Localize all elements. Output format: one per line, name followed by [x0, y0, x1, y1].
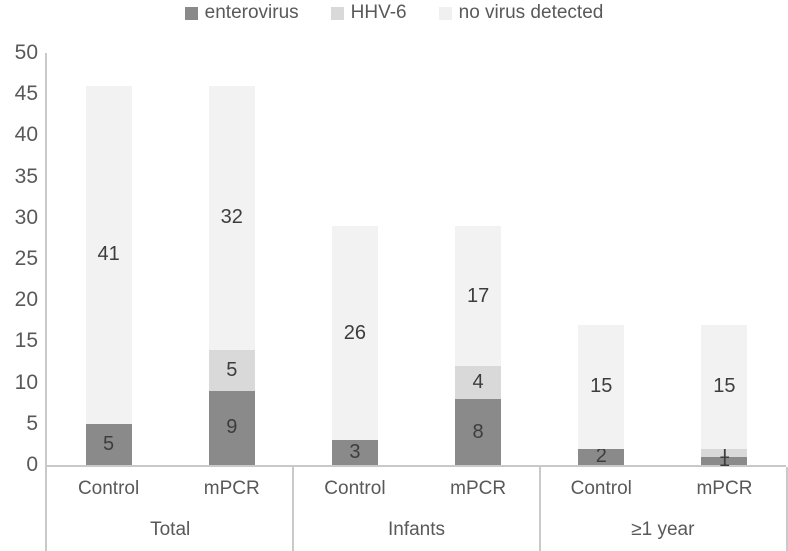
- y-tick-label: 0: [26, 453, 38, 476]
- y-tick-label: 40: [14, 123, 38, 147]
- category-label-total-mpcr: mPCR: [203, 478, 260, 499]
- y-tick-label: 15: [14, 329, 38, 353]
- segment-no-virus-detected: 15: [701, 324, 748, 449]
- category-label-infants-control: Control: [324, 478, 386, 499]
- legend-label-no-virus: no virus detected: [458, 2, 604, 23]
- bar-total-mpcr: 9 5 32: [208, 53, 255, 465]
- segment-enterovirus: 8: [455, 399, 502, 465]
- y-tick-label: 45: [14, 82, 38, 106]
- group-label-total: Total: [150, 519, 191, 540]
- y-tick-label: 10: [14, 370, 38, 394]
- category-axis: Control mPCR Control mPCR Control mPCR T…: [45, 467, 788, 551]
- y-tick-label: 35: [14, 164, 38, 188]
- group-divider: [292, 467, 294, 551]
- segment-hhv-6: 4: [455, 366, 502, 400]
- y-tick-label: 20: [14, 288, 38, 312]
- group-label-year1: ≥1 year: [631, 519, 695, 540]
- category-label-year1-control: Control: [570, 478, 632, 499]
- category-label-infants-mpcr: mPCR: [450, 478, 507, 499]
- y-tick-label: 50: [14, 41, 38, 64]
- y-tick-label: 30: [14, 205, 38, 229]
- segment-no-virus-detected: 26: [331, 226, 378, 441]
- segment-no-virus-detected: 32: [208, 85, 255, 350]
- bar-1-year-mpcr: 1 1 15: [701, 53, 748, 471]
- segment-hhv-6: 1: [701, 441, 748, 463]
- segment-no-virus-detected: 15: [578, 324, 625, 449]
- plot-area: 5 41 9 5 32 3 26 8 4 17 2 15 1 1 15: [45, 53, 786, 471]
- bar-infants-mpcr: 8 4 17: [455, 53, 502, 465]
- legend-item-enterovirus: enterovirus: [184, 2, 299, 24]
- bar-infants-control: 3 26: [331, 53, 378, 465]
- segment-enterovirus: 2: [578, 445, 625, 467]
- group-label-infants: Infants: [387, 519, 446, 540]
- segment-enterovirus: 3: [331, 440, 378, 465]
- legend-label-enterovirus: enterovirus: [204, 2, 299, 23]
- no-virus-swatch-icon: [438, 6, 452, 20]
- segment-no-virus-detected: 41: [85, 85, 132, 424]
- category-label-year1-mpcr: mPCR: [696, 478, 753, 499]
- y-tick-label: 25: [14, 247, 38, 270]
- segment-enterovirus: 9: [208, 390, 255, 465]
- group-label-row: Total Infants ≥1 year: [47, 511, 786, 549]
- enterovirus-swatch-icon: [184, 6, 198, 20]
- y-tick-label: 5: [26, 411, 38, 435]
- bar-1-year-control: 2 15: [578, 53, 625, 467]
- legend-label-hhv6: HHV-6: [350, 2, 407, 23]
- segment-no-virus-detected: 17: [455, 226, 502, 367]
- bar-total-control: 5 41: [85, 53, 132, 465]
- hhv6-swatch-icon: [330, 6, 344, 20]
- category-label-total-control: Control: [77, 478, 140, 499]
- legend-item-hhv6: HHV-6: [330, 2, 407, 24]
- category-label-row: Control mPCR Control mPCR Control mPCR: [47, 467, 786, 511]
- segment-enterovirus: 5: [85, 423, 132, 465]
- chart-legend: enterovirus HHV-6 no virus detected: [0, 2, 788, 24]
- segment-enterovirus: 1: [701, 449, 748, 471]
- group-divider: [539, 467, 541, 551]
- segment-hhv-6: 5: [208, 349, 255, 391]
- legend-item-no-virus: no virus detected: [438, 2, 604, 24]
